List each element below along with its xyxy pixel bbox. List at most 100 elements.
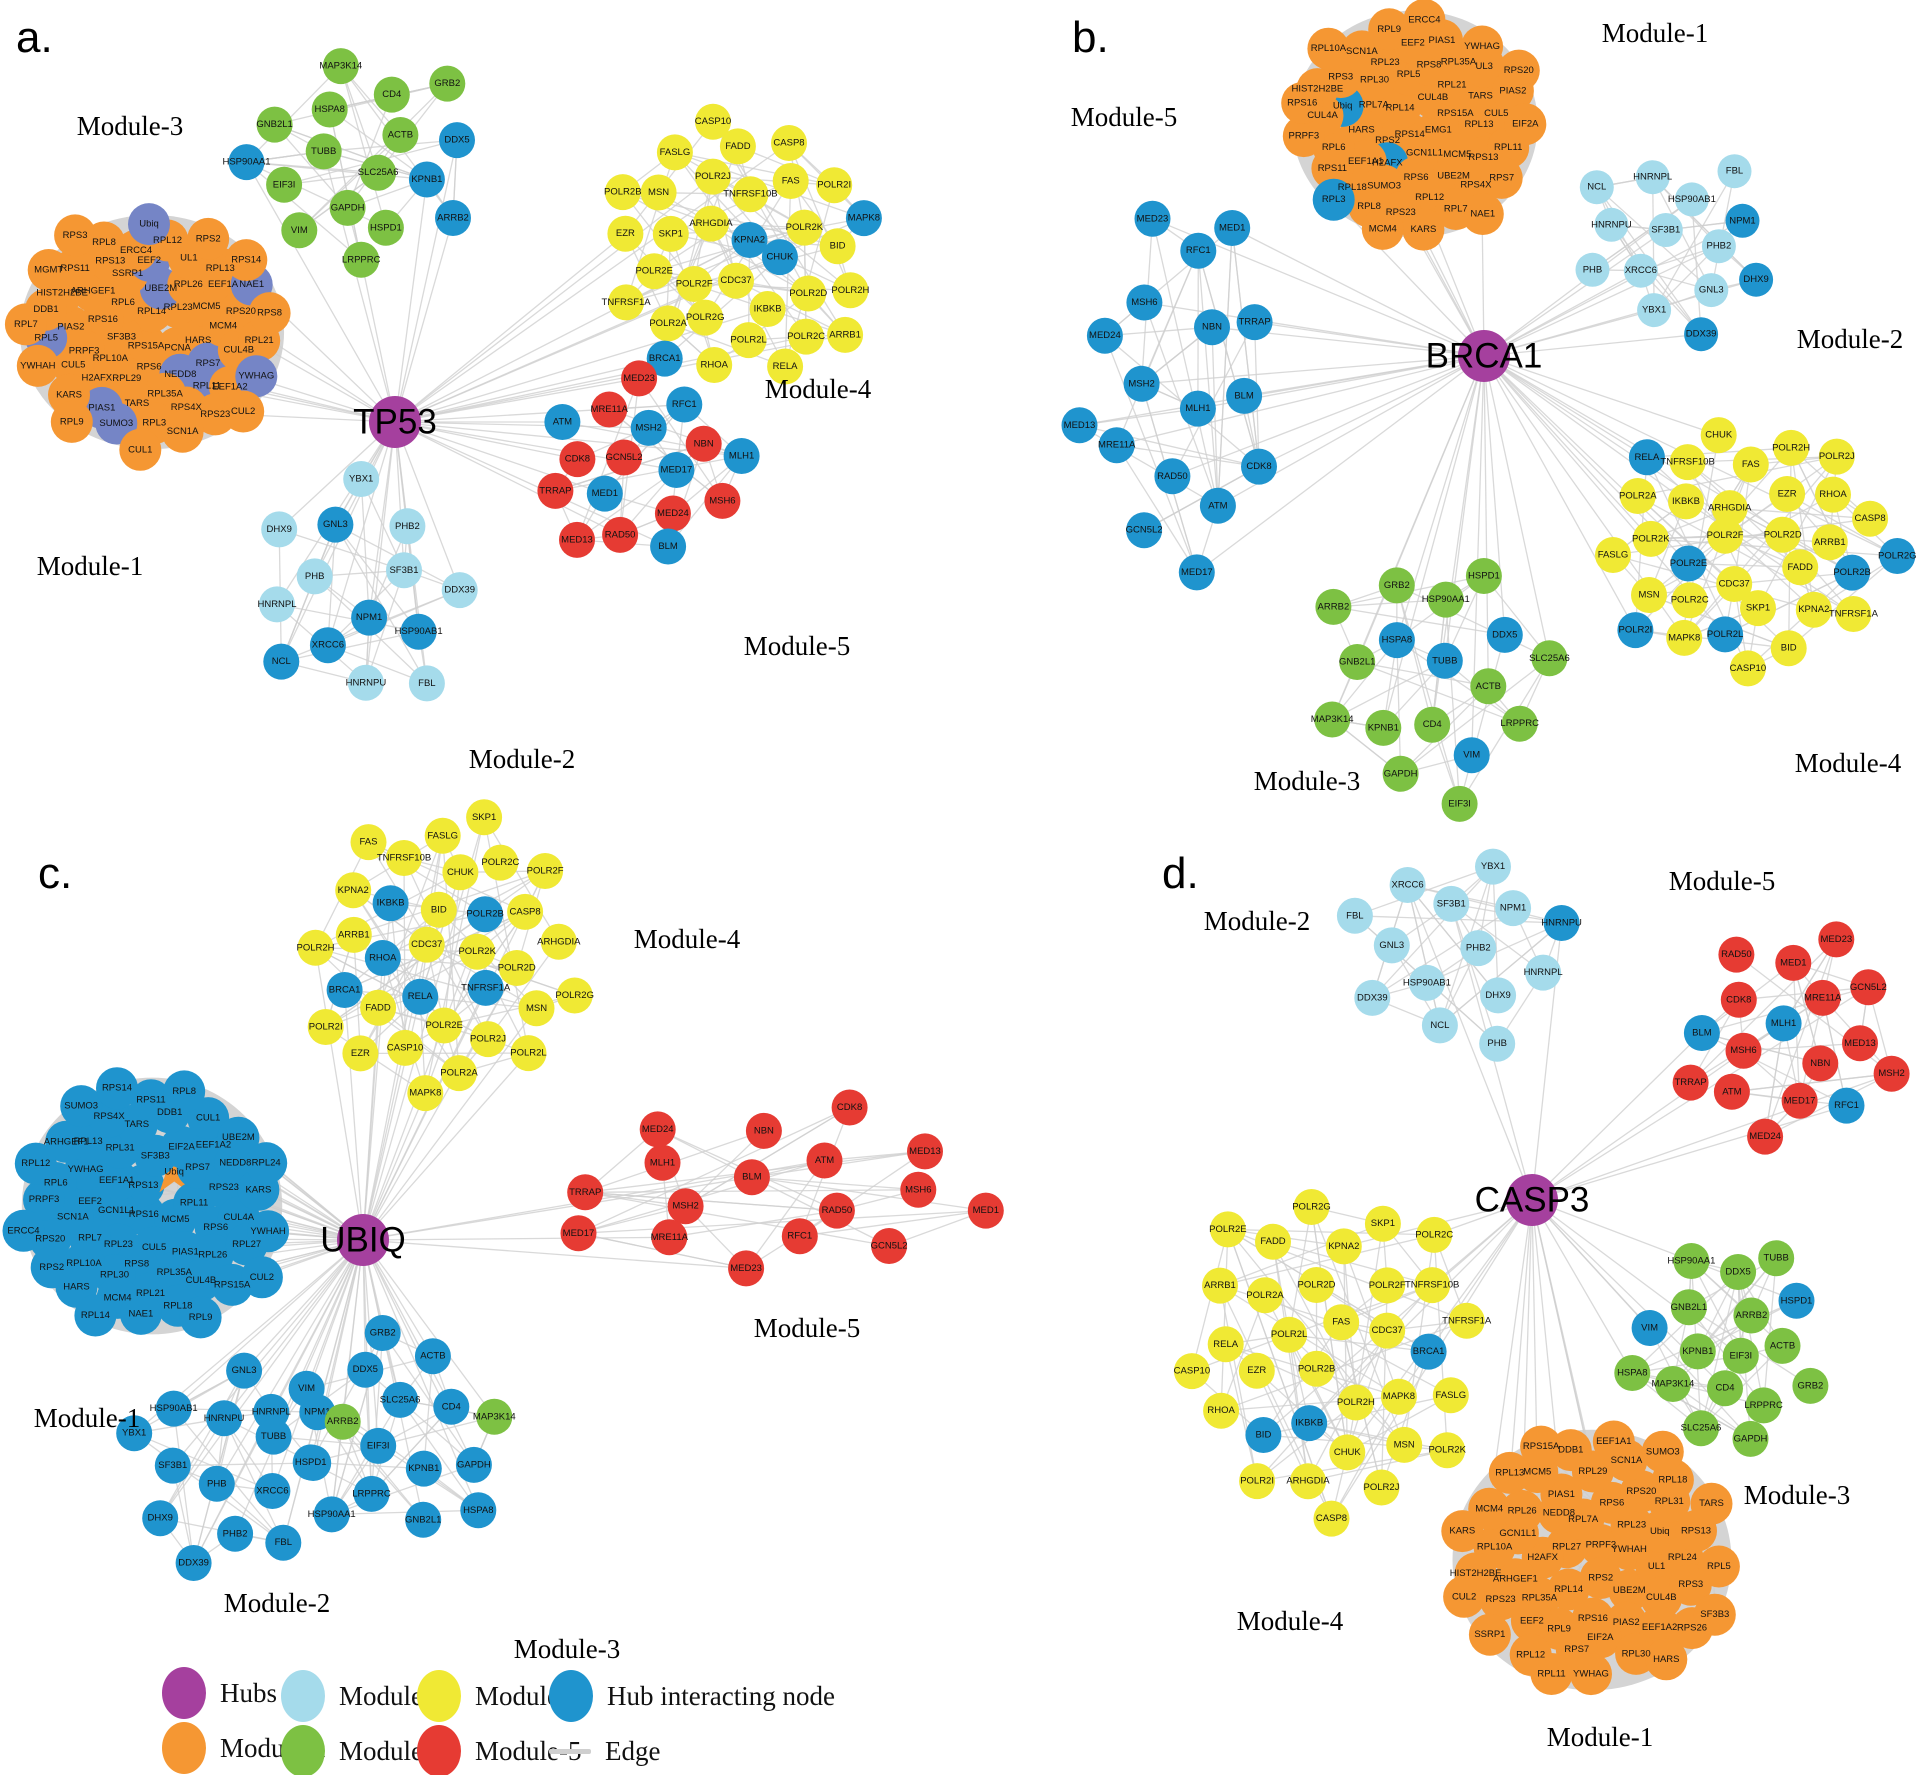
node-rpl9 — [50, 400, 93, 443]
node-mre11a — [591, 391, 628, 428]
node-tars — [1690, 1482, 1733, 1525]
node-polr2h — [832, 272, 869, 309]
node-mapk8 — [407, 1075, 444, 1112]
node-ywhah — [16, 344, 59, 387]
node-polr2i — [1239, 1463, 1276, 1500]
node-polr2f — [1707, 517, 1744, 554]
node-faslg — [1432, 1377, 1469, 1414]
b-module-3-label: Module-3 — [1254, 766, 1360, 796]
node-phb — [198, 1465, 235, 1502]
c-module-1: RPS16RPS13MCM5GCN1L1UbiqCUL5EEF1A1RPL11R… — [2, 1067, 290, 1339]
node-rps11 — [1311, 147, 1354, 190]
node-fas — [350, 824, 387, 861]
node-polr2i — [816, 167, 853, 204]
node-polr2i — [1617, 612, 1654, 649]
node-gcn5l2 — [1126, 512, 1163, 549]
node-casp10 — [695, 103, 731, 140]
node-mre11a — [651, 1219, 688, 1256]
node-arrb1 — [1811, 524, 1848, 561]
node-chuk — [1700, 417, 1737, 454]
node-rpl11 — [1530, 1653, 1573, 1695]
node-skp1 — [652, 215, 689, 252]
node-blm — [1226, 377, 1263, 414]
node-prpf3 — [23, 1178, 65, 1221]
node-rps11 — [130, 1079, 172, 1122]
node-trrap — [567, 1174, 604, 1211]
node-blm — [1683, 1015, 1720, 1051]
node-slc25a6 — [1683, 1410, 1719, 1447]
node-polr2d — [1298, 1267, 1335, 1303]
node-nae1 — [119, 1292, 162, 1335]
node-hnrnpu — [206, 1400, 243, 1437]
node-polr2b — [604, 174, 641, 211]
c-module-1-label: Module-1 — [34, 1403, 140, 1433]
node-trrap — [1236, 304, 1273, 341]
node-gnb2l1 — [1670, 1289, 1707, 1326]
node-arhgdia — [693, 205, 729, 242]
node-med1 — [1775, 944, 1812, 981]
node-ncl — [1579, 170, 1614, 205]
node-sf3b1 — [1648, 213, 1683, 247]
a-module-1-label: Module-1 — [37, 551, 143, 581]
node-kpnb1 — [405, 1450, 442, 1487]
node-tubb — [255, 1418, 292, 1455]
legend-label: Hubs — [220, 1677, 278, 1708]
node-actb — [414, 1338, 451, 1375]
node-fadd — [1255, 1223, 1291, 1260]
node-arrb2 — [324, 1403, 361, 1440]
hub-tp53 — [369, 396, 421, 448]
d-module-5: MLH1NBNMSH6MRE11AMED17CDK8MED13ATMMED1RF… — [1672, 921, 1910, 1155]
node-med23 — [621, 360, 658, 397]
node-rps3 — [54, 214, 97, 257]
a-module-4-label: Module-4 — [765, 374, 872, 404]
node-vim — [1631, 1310, 1668, 1346]
node-tnfrsf1a — [467, 969, 504, 1006]
node-kars — [1402, 208, 1445, 251]
node-xrcc6 — [309, 627, 346, 664]
node-cd4 — [373, 76, 410, 113]
node-gapdh — [1382, 755, 1419, 792]
hub-label-brca1: BRCA1 — [1426, 337, 1543, 376]
node-polr2j — [1818, 438, 1855, 475]
node-grb2 — [364, 1315, 401, 1351]
node-hspd1 — [1778, 1282, 1815, 1319]
node-tnfrsf1a — [1448, 1302, 1485, 1339]
node-hsp90aa1 — [313, 1496, 350, 1533]
node-rps23 — [1479, 1578, 1522, 1621]
node-med23 — [1134, 200, 1171, 237]
node-rhoa — [364, 940, 401, 976]
node-casp10 — [1173, 1353, 1210, 1390]
node-ddx39 — [175, 1545, 212, 1581]
panel-letter: a. — [16, 13, 53, 62]
node-tnfrsf10b — [386, 840, 422, 876]
b-module-4: POLR2F POLR2DCDC37ARHGDIAFADDPOLR2EEZRSKP… — [1595, 417, 1917, 687]
node-gnb2l1 — [1339, 644, 1376, 680]
node-polr2k — [1429, 1432, 1466, 1469]
node-med17 — [1178, 554, 1215, 591]
module-2-swatch-icon — [281, 1670, 325, 1722]
hub-label-casp3: CASP3 — [1475, 1181, 1590, 1220]
node-rps14 — [96, 1067, 138, 1110]
node-arhgdia — [1290, 1463, 1326, 1500]
module-1-swatch-icon — [162, 1722, 206, 1774]
node-casp8 — [507, 893, 544, 930]
node-rfc1 — [781, 1218, 818, 1255]
node-hnrnpl — [1635, 160, 1670, 195]
node-rfc1 — [1828, 1087, 1865, 1124]
node-fbl — [1717, 154, 1752, 189]
node-xrcc6 — [1623, 253, 1658, 288]
node-rps20 — [1497, 49, 1540, 92]
node-rela — [402, 978, 439, 1015]
node-sf3b3 — [1693, 1593, 1736, 1636]
node-vim — [288, 1370, 325, 1407]
node-ezr — [1769, 476, 1806, 512]
node-polr2h — [297, 929, 334, 966]
node-ywhah — [247, 1210, 290, 1253]
node-nbn — [1194, 309, 1230, 346]
node-nbn — [685, 425, 722, 462]
node-npm1 — [1495, 890, 1532, 927]
node-ywhag — [1461, 25, 1504, 68]
node-ybx1 — [116, 1415, 153, 1452]
node-skp1 — [466, 799, 503, 836]
